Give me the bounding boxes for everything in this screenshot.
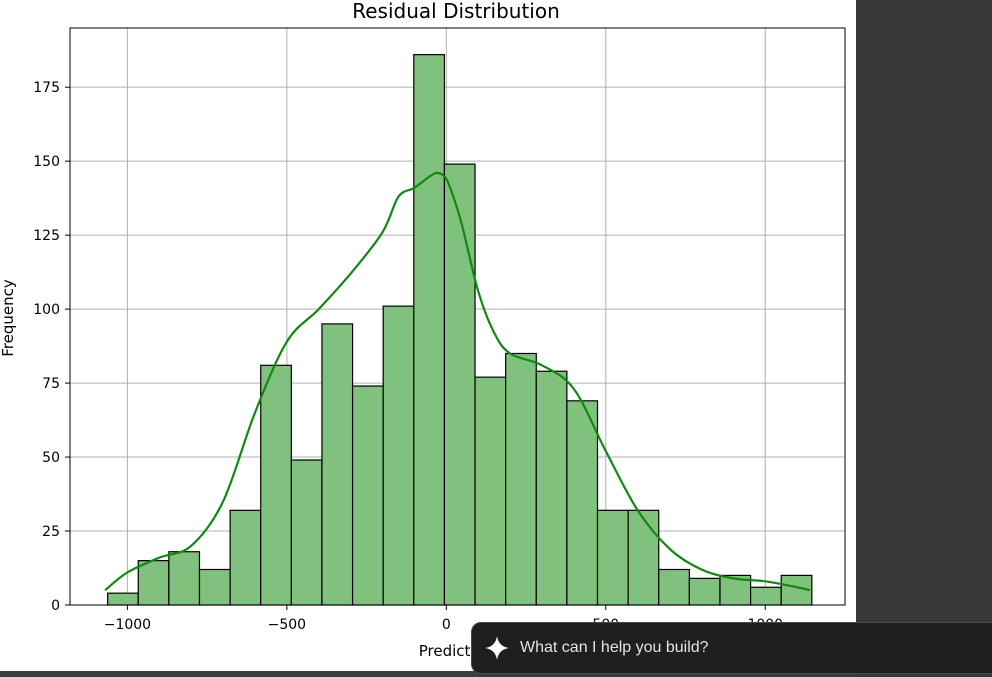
y-tick-label: 50: [42, 450, 60, 466]
histogram-bar: [137, 560, 170, 606]
side-panel: [856, 0, 992, 677]
histogram-bar: [627, 509, 660, 606]
histogram-bar: [290, 459, 323, 606]
x-tick-label: 0: [442, 617, 451, 633]
x-tick-label: −1000: [104, 617, 151, 633]
y-tick-label: 25: [42, 524, 60, 540]
histogram-bar: [596, 509, 629, 606]
histogram-bar: [382, 305, 415, 606]
histogram-bar: [260, 364, 292, 606]
y-tick-label: 150: [33, 154, 60, 170]
histogram-bar: [566, 400, 599, 606]
histogram-bar: [413, 54, 446, 606]
histogram-bar: [749, 586, 782, 606]
histogram-bar: [505, 352, 537, 606]
chart-title: Residual Distribution: [352, 0, 560, 23]
histogram-bar: [229, 509, 262, 606]
histogram-bar: [658, 568, 690, 606]
histogram-bar: [168, 551, 201, 606]
y-tick-label: 0: [51, 598, 60, 614]
histogram-bar: [688, 577, 721, 606]
kde-curve: [104, 171, 811, 592]
y-tick-label: 125: [33, 228, 60, 244]
histogram-bar: [321, 323, 354, 606]
histogram-bar: [351, 385, 384, 606]
histogram-bar: [443, 163, 476, 606]
histogram-bar: [535, 370, 568, 606]
y-axis-ticks: 0 25 50 75 100 125 150 175: [33, 80, 70, 614]
histogram-bar: [107, 592, 139, 606]
plot-frame: [69, 27, 846, 606]
y-tick-label: 175: [33, 80, 60, 96]
y-tick-label: 100: [33, 302, 60, 318]
x-tick-label: −500: [268, 617, 306, 633]
sparkle-icon: [482, 633, 512, 663]
x-axis-ticks: −1000−50005001000: [104, 605, 783, 633]
chat-prompt-bar[interactable]: What can I help you build?: [471, 622, 992, 674]
histogram-bars: [107, 54, 813, 606]
y-tick-label: 75: [42, 376, 60, 392]
bottom-strip: [0, 671, 856, 677]
residual-histogram-chart: Residual Distribution −1000−50005001000 …: [0, 0, 846, 660]
histogram-bar: [474, 376, 507, 606]
chat-placeholder-text: What can I help you build?: [520, 639, 709, 656]
plot-area: Residual Distribution −1000−50005001000 …: [0, 0, 846, 660]
y-axis-label: Frequency: [0, 279, 17, 357]
histogram-bar: [198, 568, 231, 606]
